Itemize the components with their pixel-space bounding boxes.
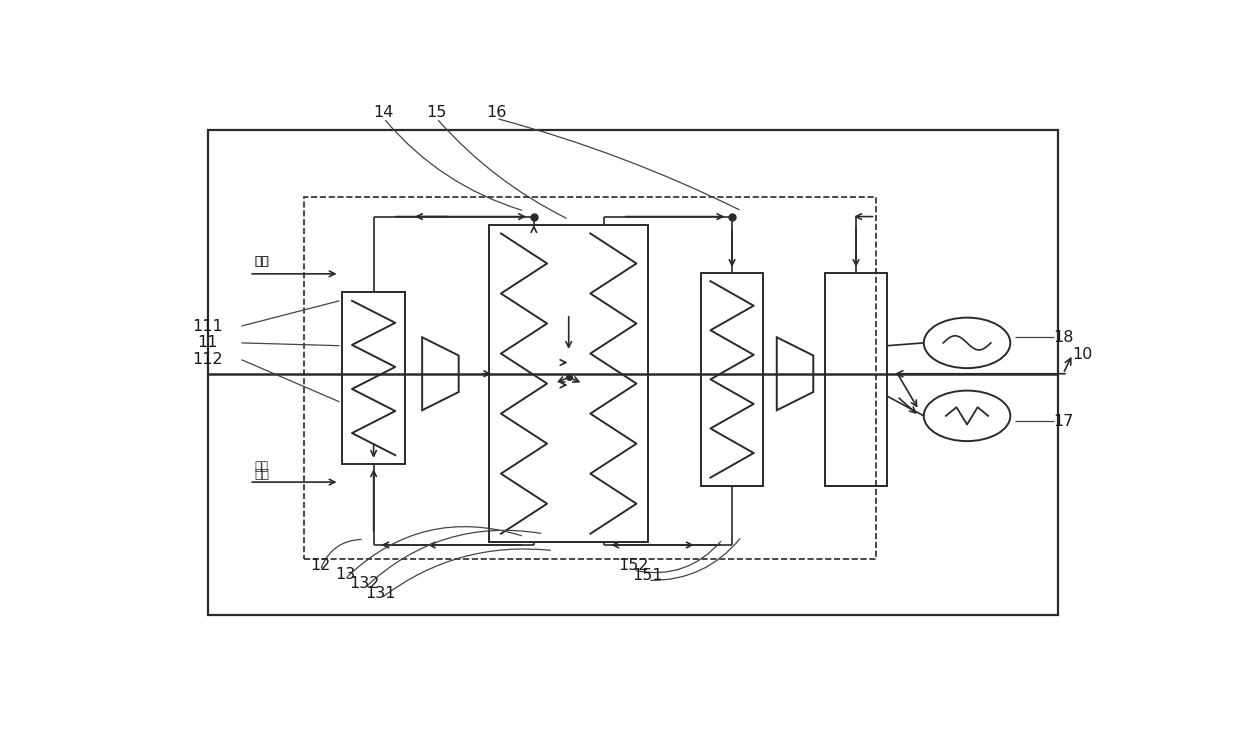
Text: 海水: 海水 xyxy=(254,255,269,268)
Text: 15: 15 xyxy=(427,105,446,120)
Text: 111: 111 xyxy=(192,319,223,334)
Text: 152: 152 xyxy=(619,558,649,573)
Text: 海水: 海水 xyxy=(254,255,268,268)
Text: 12: 12 xyxy=(310,558,331,573)
Bar xyxy=(825,273,888,486)
Text: 132: 132 xyxy=(350,576,379,591)
Text: 18: 18 xyxy=(1053,330,1074,345)
Bar xyxy=(490,225,649,542)
Text: 16: 16 xyxy=(486,105,506,120)
Text: 10: 10 xyxy=(1073,346,1092,362)
Text: 海水: 海水 xyxy=(254,460,268,473)
Text: 11: 11 xyxy=(197,335,218,351)
Text: 17: 17 xyxy=(1053,414,1074,429)
Text: 131: 131 xyxy=(366,586,396,601)
Bar xyxy=(701,273,764,486)
Bar xyxy=(342,292,404,464)
Text: 112: 112 xyxy=(192,352,223,367)
Text: 151: 151 xyxy=(632,569,663,583)
Text: 海水: 海水 xyxy=(254,468,269,481)
Text: 13: 13 xyxy=(335,566,356,582)
Text: 14: 14 xyxy=(373,105,394,120)
Bar xyxy=(208,130,1058,615)
Bar xyxy=(304,197,875,559)
